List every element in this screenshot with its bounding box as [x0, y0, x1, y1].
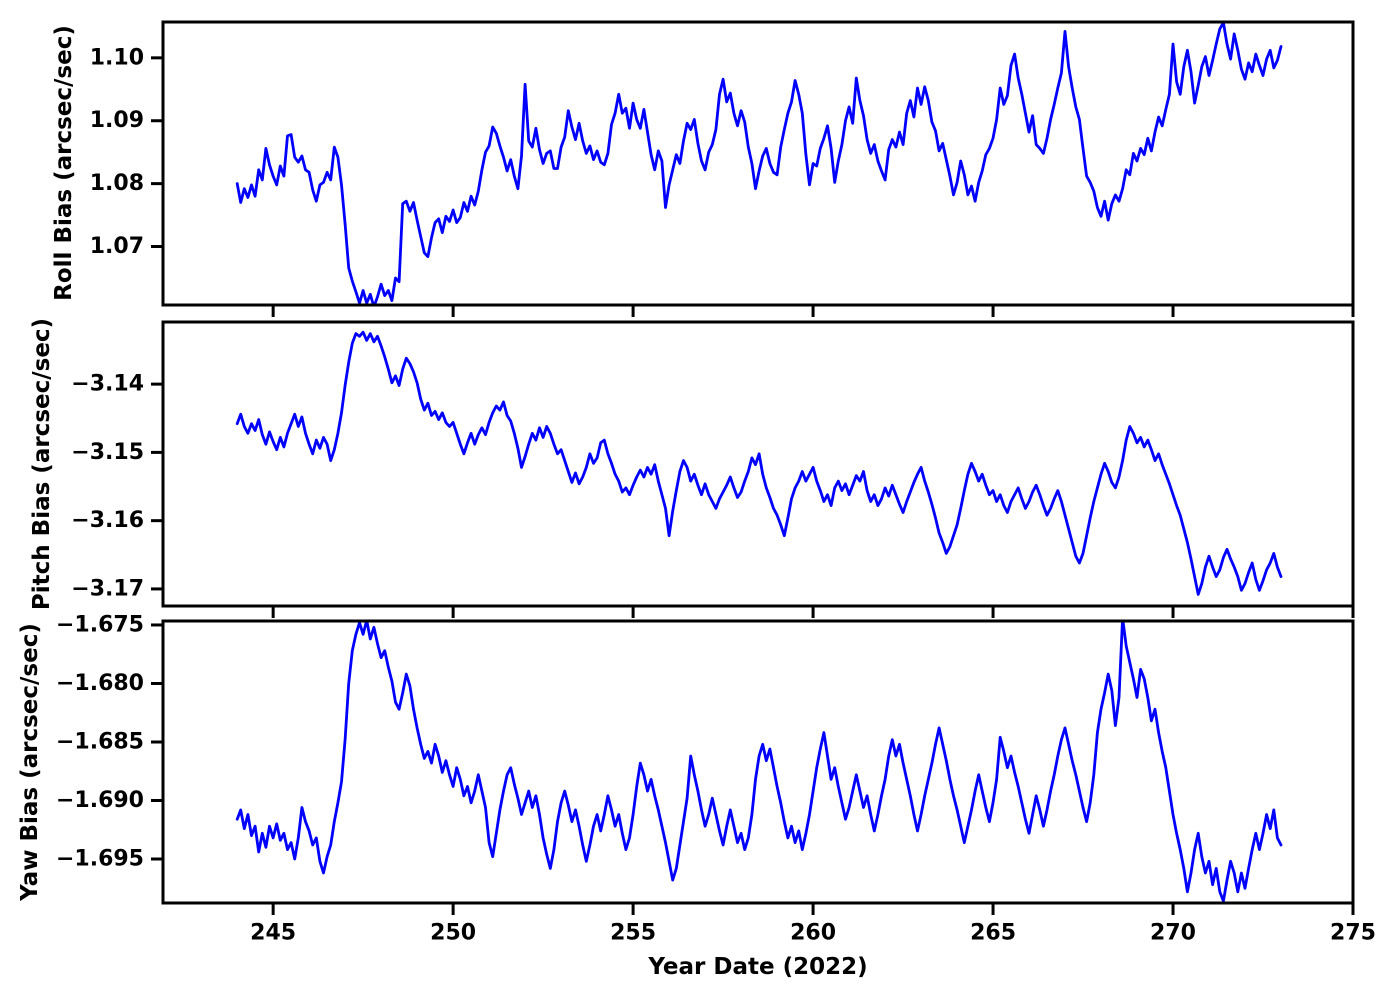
x-tick-label: 260	[790, 921, 836, 946]
y-tick-label: −3.16	[71, 508, 144, 533]
x-tick-label: 245	[250, 921, 296, 946]
y-tick-label: 1.07	[90, 234, 144, 259]
x-tick-label: 250	[430, 921, 476, 946]
x-tick-label: 270	[1150, 921, 1196, 946]
roll-bias-line	[235, 22, 1283, 305]
x-axis-label: Year Date (2022)	[648, 954, 868, 980]
y-tick-label: −1.695	[56, 847, 144, 872]
yaw-y-axis-label: Yaw Bias (arcsec/sec)	[17, 623, 43, 901]
x-tick-label: 275	[1330, 921, 1376, 946]
y-tick-label: −1.690	[56, 788, 144, 813]
y-tick-label: 1.09	[90, 108, 144, 133]
pitch-bias-line	[235, 330, 1283, 596]
y-tick-label: −3.17	[71, 576, 144, 601]
y-tick-label: −1.675	[56, 612, 144, 637]
y-tick-label: 1.10	[90, 45, 144, 70]
plot-frame	[161, 20, 1355, 307]
y-tick-label: 1.08	[90, 171, 144, 196]
subplot-roll-bias: 1.10 1.09 1.08 1.07	[90, 20, 1355, 317]
y-tick-label: −3.14	[71, 372, 144, 397]
subplot-pitch-bias: −3.14 −3.15 −3.16 −3.17	[71, 320, 1355, 618]
subplot-yaw-bias: −1.675 −1.680 −1.685 −1.690 −1.695 245 250 255 2…	[56, 612, 1376, 945]
x-tick-label: 265	[970, 921, 1016, 946]
yaw-bias-line	[235, 621, 1283, 903]
y-tick-label: −1.680	[56, 671, 144, 696]
pitch-y-axis-label: Pitch Bias (arcsec/sec)	[29, 317, 55, 611]
roll-y-axis-label: Roll Bias (arcsec/sec)	[51, 25, 77, 301]
x-tick-label: 255	[610, 921, 656, 946]
y-tick-label: −3.15	[71, 440, 144, 465]
plot-frame	[161, 619, 1355, 905]
plot-frame	[161, 320, 1355, 608]
y-tick-label: −1.685	[56, 729, 144, 754]
